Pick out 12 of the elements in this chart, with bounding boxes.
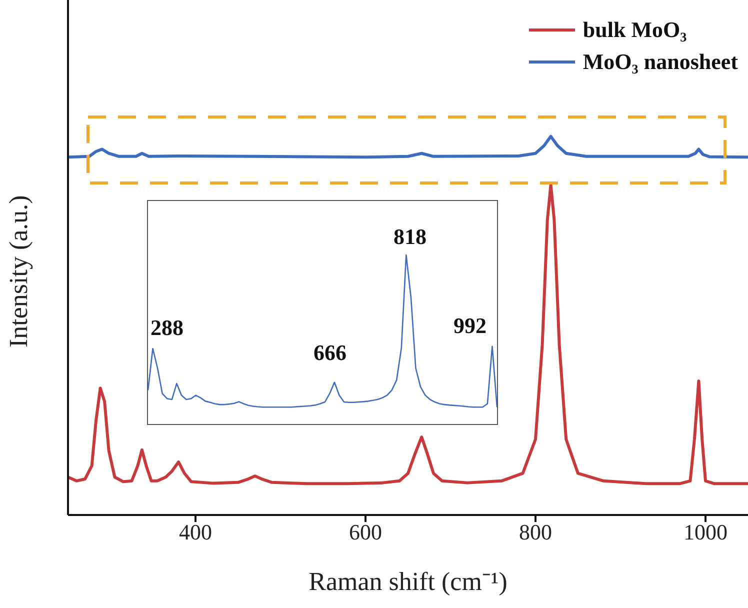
x-tick-label: 400 <box>179 520 212 545</box>
x-axis-title: Raman shift (cm⁻¹) <box>308 567 508 596</box>
x-tick-label: 600 <box>349 520 382 545</box>
legend-label: MoO₃ nanosheet <box>582 49 738 75</box>
legend-label: bulk MoO₃ <box>582 17 687 43</box>
x-tick-label: 1000 <box>684 520 728 545</box>
annotation: 992 <box>454 313 486 339</box>
annotation: 666 <box>314 340 346 366</box>
y-axis-title: Intensity (a.u.) <box>4 195 34 348</box>
annotation: 288 <box>150 315 184 341</box>
x-tick-label: 800 <box>519 520 552 545</box>
annotation: 818 <box>394 224 426 250</box>
